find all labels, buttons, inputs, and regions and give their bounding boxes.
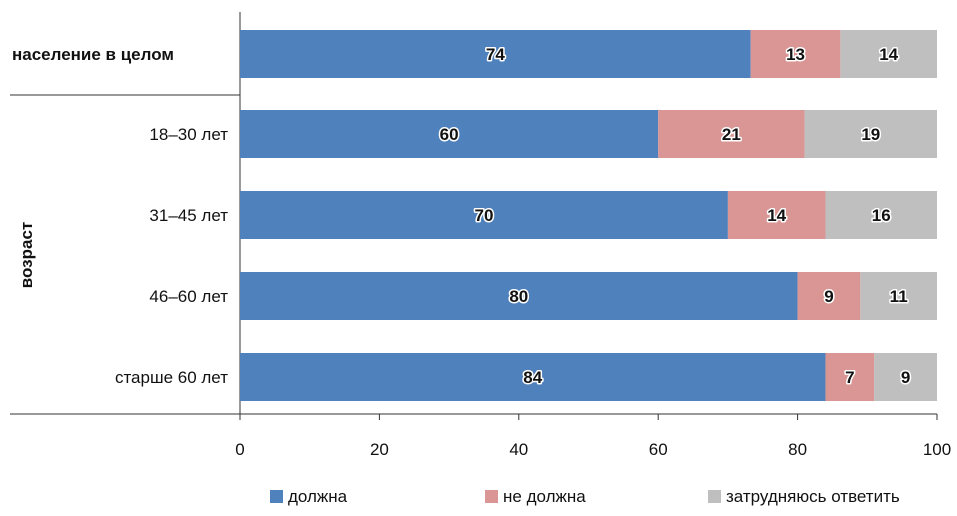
legend-swatch bbox=[708, 490, 721, 503]
legend: должна не должна затрудняюсь ответить bbox=[270, 487, 900, 506]
data-label: 19 bbox=[861, 125, 880, 144]
legend-label: должна bbox=[288, 487, 348, 506]
x-tick-label: 100 bbox=[923, 440, 951, 459]
bar-segment bbox=[797, 272, 861, 320]
legend-label: не должна bbox=[503, 487, 586, 506]
bar-segment bbox=[860, 272, 937, 320]
legend-swatch bbox=[485, 490, 498, 503]
bar-segment bbox=[240, 191, 728, 239]
data-label: 7 bbox=[845, 368, 854, 387]
bar-segment bbox=[240, 353, 826, 401]
bar-segment bbox=[750, 30, 841, 78]
data-label: 9 bbox=[824, 287, 833, 306]
category-labels: население в целом 18–30 лет 31–45 лет 46–60… bbox=[12, 45, 228, 387]
bar-segment bbox=[240, 110, 659, 158]
bar-segment bbox=[804, 110, 937, 158]
bar-segment bbox=[658, 110, 805, 158]
x-tick-label: 20 bbox=[370, 440, 389, 459]
data-label: 11 bbox=[890, 287, 908, 306]
data-label: 60 bbox=[440, 125, 459, 144]
category-label: старше 60 лет bbox=[115, 368, 228, 387]
category-label: 18–30 лет bbox=[149, 125, 228, 144]
x-axis-ticks: 0 20 40 60 80 100 bbox=[235, 414, 951, 459]
data-label: 84 bbox=[523, 368, 542, 387]
data-label: 74 bbox=[486, 45, 505, 64]
bar-segment bbox=[240, 30, 751, 78]
bar-segment bbox=[240, 272, 798, 320]
data-label: 70 bbox=[474, 206, 493, 225]
bar-segment bbox=[840, 30, 937, 78]
data-label: 80 bbox=[509, 287, 528, 306]
x-tick-label: 60 bbox=[649, 440, 668, 459]
x-tick-label: 40 bbox=[509, 440, 528, 459]
data-label: 9 bbox=[901, 368, 910, 387]
group-label-age: возраст bbox=[17, 222, 36, 288]
bar-segment bbox=[825, 353, 875, 401]
bar-segment bbox=[874, 353, 937, 401]
x-tick-label: 0 bbox=[235, 440, 244, 459]
category-label: 46–60 лет bbox=[149, 287, 228, 306]
bar-segment bbox=[825, 191, 937, 239]
category-label: население в целом bbox=[12, 45, 174, 64]
data-label: 21 bbox=[722, 125, 741, 144]
bar-segment bbox=[727, 191, 826, 239]
x-tick-label: 80 bbox=[788, 440, 807, 459]
data-label: 13 bbox=[786, 45, 805, 64]
data-label: 14 bbox=[879, 45, 898, 64]
data-label: 16 bbox=[872, 206, 891, 225]
legend-label: затрудняюсь ответить bbox=[726, 487, 900, 506]
category-label: 31–45 лет bbox=[149, 206, 228, 225]
bars bbox=[240, 30, 937, 401]
data-labels: 74 13 14 60 21 19 70 14 16 80 9 11 84 7 9 bbox=[438, 44, 912, 389]
legend-swatch bbox=[270, 490, 283, 503]
data-label: 14 bbox=[767, 206, 786, 225]
